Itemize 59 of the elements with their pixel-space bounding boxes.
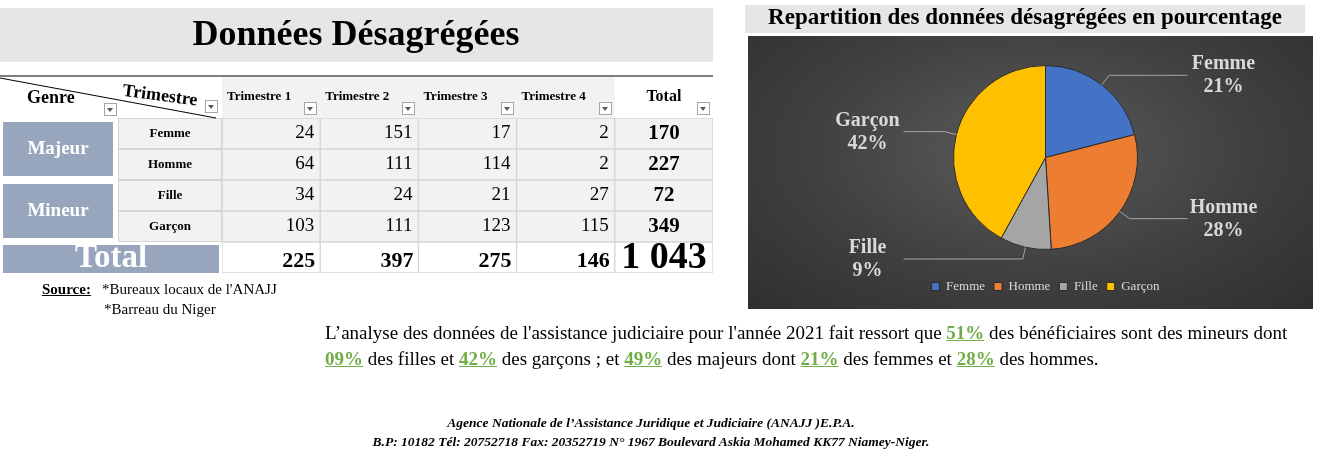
text: L’analyse des données de l'assistance judiciaire pour l'année 2021 fait ressort que 51% des bénéficiaires sont des mineurs dont 09% des filles et 42% des garçons ; et 49% des majeurs dont 21% des femmes et 28% des hommes. [325, 322, 1288, 369]
x-axis-title: Trimestre [121, 79, 199, 110]
x-tick-label: Trimestre 4 [521, 88, 587, 104]
data-label: 349 [648, 212, 680, 237]
text: *Barreau du Niger [104, 301, 216, 318]
legend-label: Fille [1073, 277, 1098, 293]
data-label: 2 [599, 152, 609, 174]
data-label: 151 [383, 121, 413, 143]
y-tick-label: Garçon [149, 217, 192, 233]
data-label: 275 [478, 247, 512, 273]
data-label: 17 [491, 121, 511, 143]
slice-label: Femme [1191, 51, 1256, 74]
data-label: 397 [380, 247, 414, 273]
x-tick-label: Trimestre 2 [325, 88, 390, 104]
y2-tick-label: Total [74, 238, 148, 275]
y-tick-label: Femme [149, 124, 191, 140]
legend-label: Garçon [1121, 277, 1160, 293]
chart-title: Repartition des données désagrégées en pourcentage [768, 4, 1282, 30]
slice-label: Homme [1189, 194, 1258, 217]
data-label: 146 [576, 247, 610, 273]
slice-label: Fille [848, 235, 887, 258]
data-label: 24 [393, 183, 413, 205]
y-tick-label: Fille [157, 186, 183, 202]
data-label: 115 [581, 214, 609, 236]
legend-label: Homme [1008, 277, 1051, 293]
source-note: Source: [42, 281, 91, 298]
text: Agence Nationale de l’Assistance Juridique et Judiciaire (ANAJJ )E.P.A. [447, 415, 855, 431]
y-tick-label: Homme [147, 155, 193, 171]
data-label: 170 [648, 119, 680, 144]
data-label: 114 [482, 152, 512, 174]
data-label: 111 [385, 214, 413, 236]
data-label: 28% [1203, 217, 1244, 240]
data-label: 34 [295, 183, 315, 205]
x-tick-label: Trimestre 1 [227, 88, 292, 104]
data-label: 27 [589, 183, 609, 205]
y2-tick-label: Majeur [27, 136, 90, 158]
x-tick-label: Trimestre 3 [423, 88, 489, 104]
data-label: 123 [482, 214, 511, 236]
data-label: 111 [385, 152, 413, 174]
legend-label: Femme [946, 277, 986, 293]
slice-label: Garçon [835, 107, 900, 131]
data-label: 21 [491, 183, 511, 205]
text: *Bureaux locaux de l'ANAJJ [102, 281, 277, 298]
data-label: 24 [295, 121, 315, 143]
data-label: 225 [282, 247, 316, 273]
data-label: 42% [847, 130, 888, 153]
data-label: 2 [599, 121, 609, 143]
data-label: 9% [852, 258, 883, 281]
data-label: 21% [1203, 74, 1244, 97]
data-label: 227 [648, 150, 680, 175]
data-label: 1 043 [621, 234, 707, 277]
x-tick-label: Total [646, 87, 682, 105]
text: B.P: 10182 Tél: 20752718 Fax: 20352719 N° 1967 Boulevard Askia Mohamed KK77 Niamey-Niger. [372, 434, 930, 450]
data-label: 64 [295, 152, 315, 174]
data-label: 103 [285, 214, 315, 236]
y2-tick-label: Mineur [27, 198, 90, 220]
chart-title: Données Désagrégées [192, 12, 520, 54]
data-label: 72 [653, 181, 675, 206]
y-axis-title: Genre [27, 86, 75, 107]
